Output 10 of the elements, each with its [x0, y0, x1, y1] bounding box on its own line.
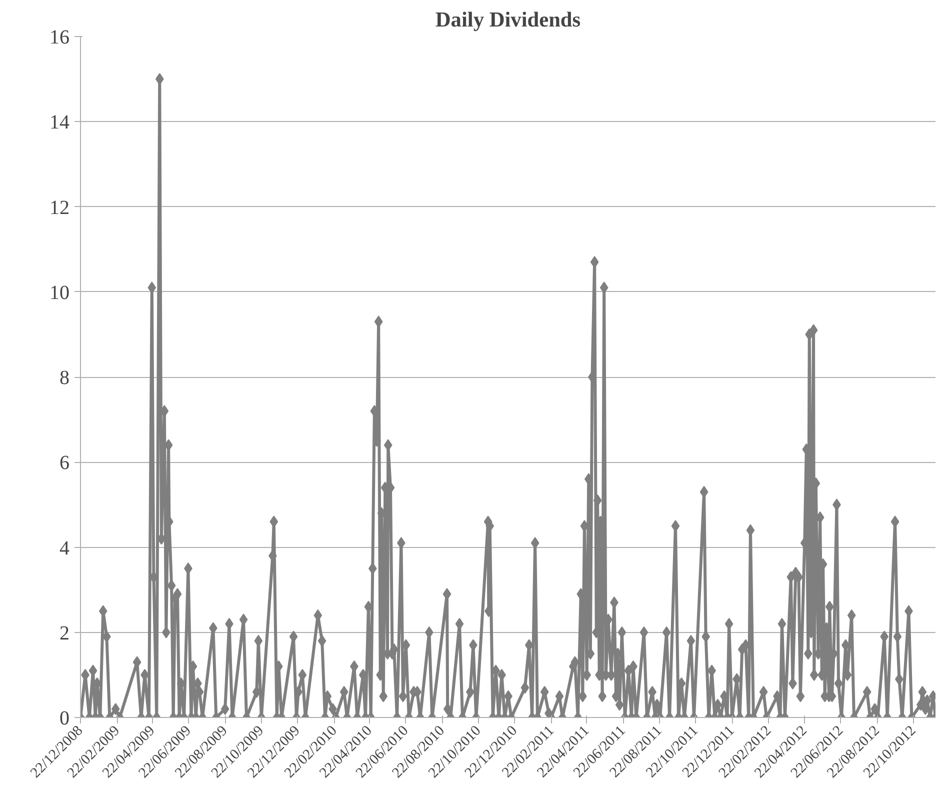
- y-tick-label: 0: [60, 708, 70, 730]
- y-tick-label: 14: [50, 112, 70, 134]
- y-tick-label: 8: [60, 367, 70, 389]
- y-tick-label: 4: [60, 537, 70, 560]
- y-tick-label: 12: [50, 196, 70, 219]
- y-tick-label: 16: [50, 26, 70, 48]
- chart-title: Daily Dividends: [435, 8, 581, 32]
- y-tick-label: 6: [60, 452, 70, 474]
- y-tick-label: 10: [50, 282, 70, 304]
- y-tick-label: 2: [60, 622, 70, 644]
